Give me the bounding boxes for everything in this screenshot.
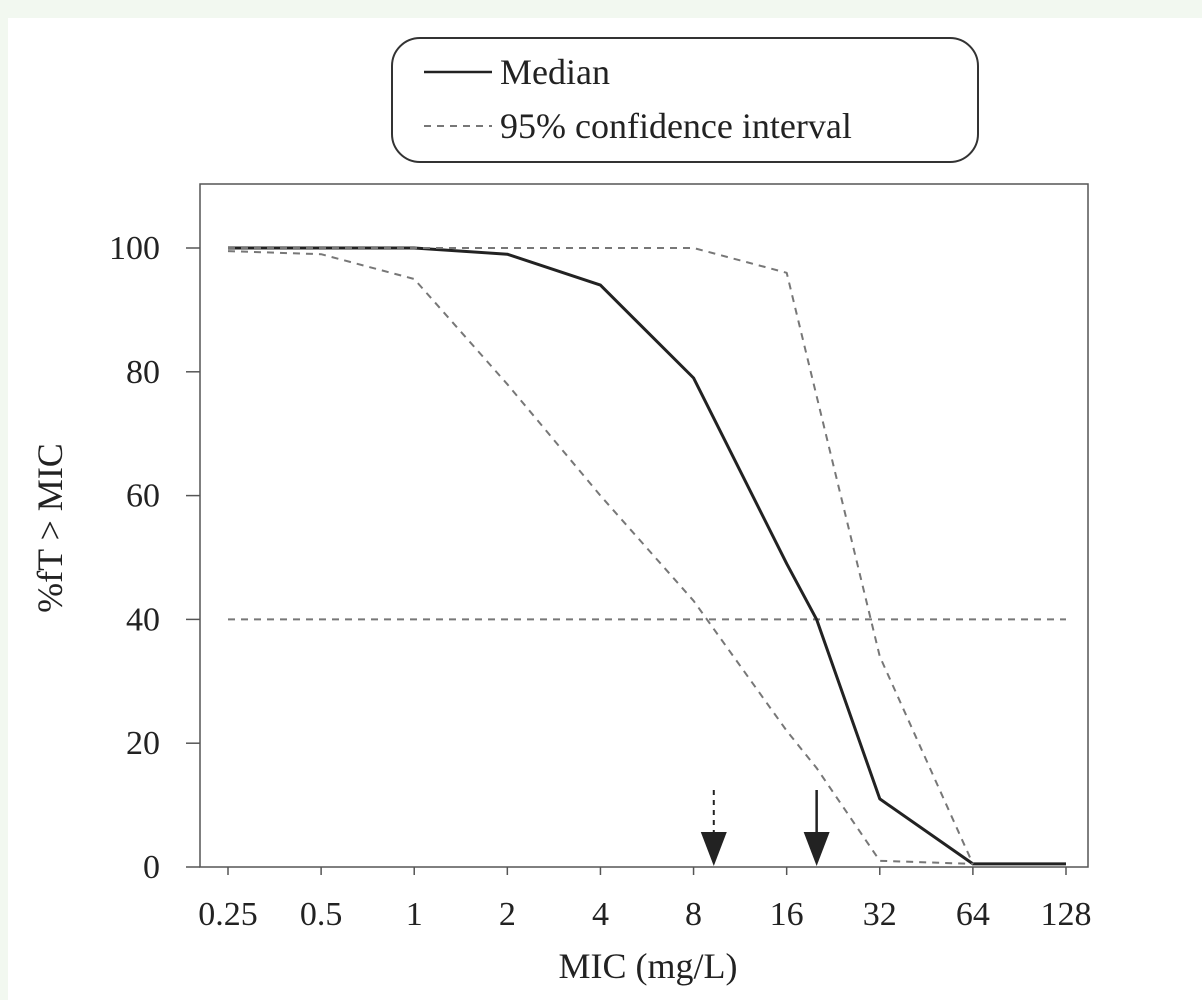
- x-tick-label: 8: [685, 896, 702, 933]
- series-group: [227, 246, 1066, 866]
- legend-median-label: Median: [500, 52, 610, 92]
- arrows-group: [700, 790, 830, 866]
- legend-ci-label: 95% confidence interval: [500, 106, 852, 146]
- plot-area: [199, 183, 1089, 868]
- x-tick-label: 2: [499, 896, 516, 933]
- x-tick-label: 128: [1041, 896, 1092, 933]
- chart-frame: [8, 18, 1202, 1000]
- legend-box: [391, 37, 979, 163]
- legend: Median 95% confidence interval: [391, 37, 979, 163]
- series-ci-line-1: [227, 250, 973, 865]
- x-tick-label: 1: [406, 896, 423, 933]
- y-tick-label: 80: [126, 354, 160, 391]
- arrow-head-solid: [803, 832, 830, 866]
- y-tick-label: 60: [126, 478, 160, 515]
- x-axis-title: MIC (mg/L): [559, 946, 738, 986]
- x-tick-label: 16: [770, 896, 804, 933]
- series-ci-line-2: [228, 247, 974, 865]
- ticks-group: 0.25 0.5 1 2 4 8 16 32 64 128 0 20 40 60 80 100: [109, 230, 1092, 933]
- series-median-line: [228, 246, 1066, 866]
- arrow-head-dashed: [700, 832, 727, 866]
- y-axis-title: %fT > MIC: [30, 443, 70, 613]
- x-tick-label: 64: [956, 896, 990, 933]
- x-tick-label: 0.25: [198, 896, 258, 933]
- x-tick-label: 0.5: [300, 896, 343, 933]
- y-tick-label: 20: [126, 725, 160, 762]
- x-tick-label: 4: [592, 896, 609, 933]
- y-tick-label: 0: [143, 849, 160, 886]
- y-tick-label: 100: [109, 230, 160, 267]
- y-tick-label: 40: [126, 601, 160, 638]
- x-tick-label: 32: [863, 896, 897, 933]
